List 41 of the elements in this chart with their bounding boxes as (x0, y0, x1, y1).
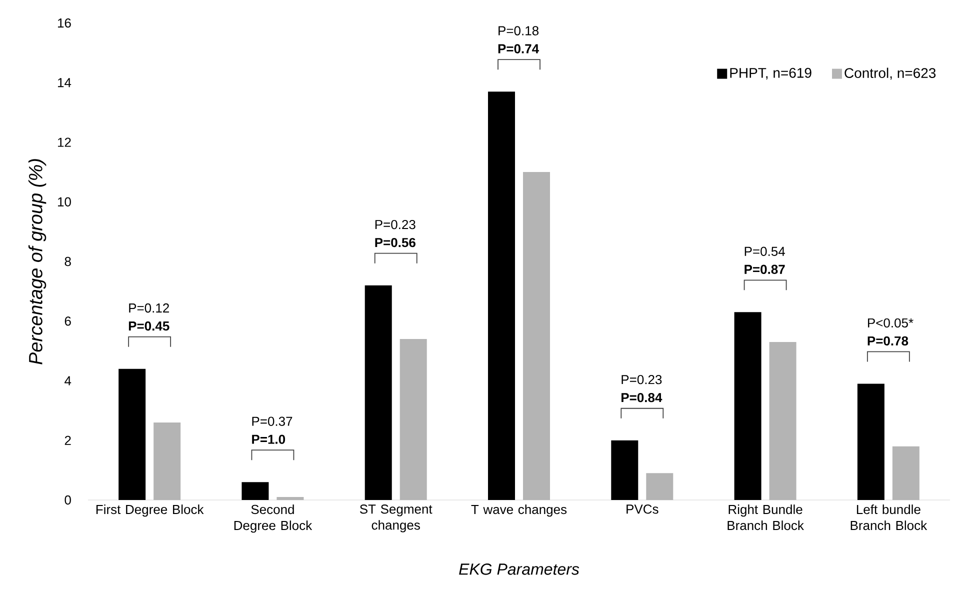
annotation: P=0.37 P=1.0 (252, 416, 292, 444)
bar (154, 422, 181, 500)
legend-label: PHPT, n=619 (730, 68, 812, 80)
bar (242, 482, 269, 500)
bar (769, 342, 796, 500)
bar (611, 440, 638, 500)
x-tick-label: T wave changes (471, 504, 567, 517)
bar (892, 446, 920, 500)
bar (276, 497, 304, 500)
x-tick-label: PVCs (626, 504, 658, 514)
bar (400, 339, 427, 500)
bar (857, 384, 884, 500)
annotation: P=0.23 P=0.84 (622, 374, 662, 402)
y-tick-label: 4 (64, 376, 72, 386)
legend-label: Control, n=623 (844, 68, 936, 80)
x-axis-title: EKG Parameters (459, 564, 580, 575)
bar (523, 172, 550, 500)
bar (734, 312, 762, 500)
y-tick-label: 8 (64, 256, 71, 266)
annotation: P=0.12 P=0.45 (128, 303, 170, 331)
bar (646, 473, 674, 500)
annotation: P=0.18 P=0.74 (498, 26, 539, 54)
y-tick-label: 2 (64, 436, 71, 445)
bar (488, 92, 516, 500)
annotation: P=0.54 P=0.87 (744, 246, 785, 274)
bar (118, 368, 146, 500)
y-tick-label: 6 (64, 316, 71, 326)
x-tick-label: ST Segment changes (360, 504, 432, 532)
annotation: P=0.23 P=0.56 (375, 220, 416, 248)
x-tick-label: Second Degree Block (234, 504, 312, 533)
y-tick-label: 14 (58, 78, 72, 88)
bar (364, 285, 392, 500)
y-tick-label: 10 (58, 197, 71, 206)
y-tick-label: 12 (58, 138, 71, 147)
annotation: P<0.05* P=0.78 (868, 318, 914, 346)
x-tick-label: First Degree Block (96, 504, 204, 517)
y-tick-label: 0 (64, 495, 71, 505)
x-tick-label: Right Bundle Branch Block (728, 504, 804, 530)
y-tick-label: 16 (58, 18, 71, 28)
y-axis-title: Percentage of group (%) (28, 159, 46, 364)
x-tick-label: Left bundle Branch Block (850, 504, 928, 530)
